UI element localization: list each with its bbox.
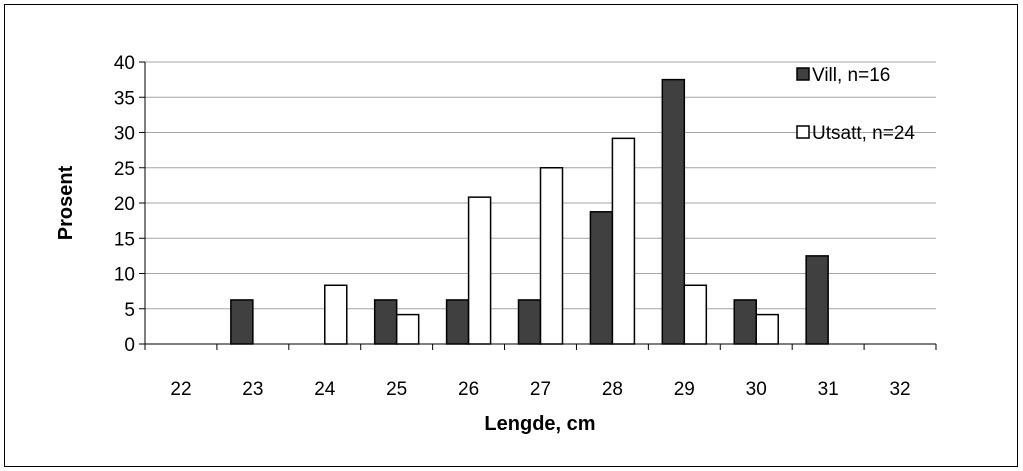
bar-utsatt xyxy=(395,313,420,345)
y-tick-label: 5 xyxy=(124,300,135,321)
bar-vill xyxy=(517,299,542,345)
bar-vill xyxy=(661,78,686,345)
x-tick-label: 22 xyxy=(170,379,191,400)
y-tick-label: 25 xyxy=(114,159,135,180)
x-tick-label: 23 xyxy=(242,379,263,400)
x-tick-label: 27 xyxy=(530,379,551,400)
y-axis-label: Prosent xyxy=(55,165,77,240)
y-tick-label: 35 xyxy=(114,88,135,109)
x-tick-labels: 22 23 24 25 26 27 28 29 30 31 32 xyxy=(144,344,937,400)
bar-utsatt xyxy=(611,137,636,345)
bar-vill xyxy=(805,255,829,345)
chart-frame xyxy=(4,4,1018,467)
x-tick-label: 30 xyxy=(746,379,767,400)
x-tick-label: 26 xyxy=(458,379,479,400)
bar-vill xyxy=(445,299,470,345)
bars xyxy=(230,78,829,345)
x-tick-label: 28 xyxy=(602,379,623,400)
y-tick-label: 30 xyxy=(114,124,135,145)
x-tick-label: 32 xyxy=(889,379,910,400)
legend: Vill, n=16 Utsatt, n=24 xyxy=(796,65,915,144)
y-tick-label: 15 xyxy=(114,229,135,250)
bar-utsatt xyxy=(539,167,564,345)
legend-label-utsatt: Utsatt, n=24 xyxy=(812,123,915,144)
y-tick-label: 40 xyxy=(114,53,135,74)
y-tick-label: 20 xyxy=(114,194,135,215)
bar-vill xyxy=(373,299,398,345)
x-axis-label: Lengde, cm xyxy=(484,413,595,435)
legend-label-vill: Vill, n=16 xyxy=(812,65,890,86)
x-tick-label: 31 xyxy=(818,379,839,400)
bar-utsatt xyxy=(683,284,708,345)
bar-utsatt xyxy=(324,284,348,345)
x-tick-label: 25 xyxy=(386,379,407,400)
bar-vill xyxy=(733,299,757,345)
y-tick-labels: 0 5 10 15 20 25 30 35 40 xyxy=(114,53,145,356)
x-tick-label: 29 xyxy=(674,379,695,400)
y-tick-label: 0 xyxy=(124,335,135,356)
bar-utsatt xyxy=(467,196,492,345)
legend-swatch-utsatt xyxy=(796,125,810,139)
legend-swatch-vill xyxy=(796,67,810,81)
bar-vill xyxy=(589,211,614,345)
bar-utsatt xyxy=(755,313,779,345)
bar-vill xyxy=(230,299,254,345)
y-tick-label: 10 xyxy=(114,265,135,286)
x-tick-label: 24 xyxy=(314,379,336,400)
